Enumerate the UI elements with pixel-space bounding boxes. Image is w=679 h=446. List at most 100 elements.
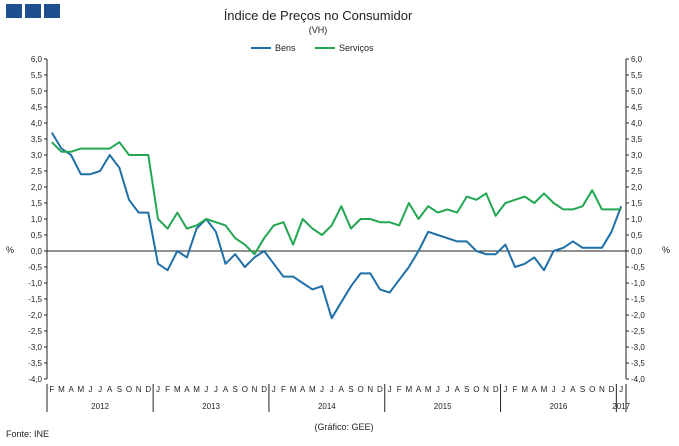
x-month-label: D [609,385,615,394]
y-tick-label-left: -1,0 [28,279,42,288]
x-month-label: A [454,385,460,394]
x-month-label: J [98,385,102,394]
source-note: Fonte: INE [6,429,49,439]
x-year-label: 2015 [434,402,452,411]
x-month-label: N [599,385,605,394]
y-tick-label-left: 1,5 [31,199,43,208]
x-month-label: D [261,385,267,394]
x-month-label: O [589,385,595,394]
x-year-label: 2016 [550,402,568,411]
y-tick-label-right: 5,5 [631,71,643,80]
y-tick-label-left: -3,0 [28,343,42,352]
x-month-label: J [552,385,556,394]
y-tick-label-left: 3,5 [31,135,43,144]
x-month-label: M [174,385,181,394]
x-month-label: F [165,385,170,394]
logo-block-1 [6,4,22,18]
y-tick-label-right: 3,0 [631,151,643,160]
x-year-label: 2014 [318,402,336,411]
y-tick-label-right: 3,5 [631,135,643,144]
x-month-label: J [561,385,565,394]
y-tick-label-left: 4,5 [31,103,43,112]
y-tick-label-right: -1,5 [631,295,645,304]
x-month-label: J [445,385,449,394]
y-tick-label-left: 0,0 [31,247,43,256]
x-month-label: A [68,385,74,394]
x-month-label: M [309,385,316,394]
y-tick-label-left: 2,5 [31,167,43,176]
x-month-label: A [223,385,229,394]
y-tick-label-left: -0,5 [28,263,42,272]
x-month-label: O [358,385,364,394]
x-month-label: M [541,385,548,394]
y-tick-label-left: 3,0 [31,151,43,160]
x-year-label: 2013 [202,402,220,411]
x-month-label: A [339,385,345,394]
y-tick-label-right: 6,0 [631,55,643,64]
y-tick-label-right: -4,0 [631,375,645,384]
y-axis-label-right: % [662,245,670,255]
x-month-label: O [242,385,248,394]
x-month-label: S [464,385,469,394]
x-month-label: A [184,385,190,394]
y-tick-label-left: -1,5 [28,295,42,304]
series-line-servicos [51,141,622,256]
y-tick-label-right: 4,5 [631,103,643,112]
x-month-label: J [214,385,218,394]
chart-subtitle: (VH) [309,25,328,35]
y-tick-label-left: 4,0 [31,119,43,128]
x-month-label: D [493,385,499,394]
x-month-label: J [88,385,92,394]
y-tick-label-right: 5,0 [631,87,643,96]
chart-title: Índice de Preços no Consumidor [224,8,413,23]
y-tick-label-left: 2,0 [31,183,43,192]
x-month-label: S [117,385,122,394]
y-tick-label-left: 5,0 [31,87,43,96]
x-month-label: S [233,385,238,394]
x-month-label: F [281,385,286,394]
x-month-label: J [330,385,334,394]
y-tick-label-right: 4,0 [631,119,643,128]
y-tick-label-left: 1,0 [31,215,43,224]
chart-credit: (Gráfico: GEE) [314,422,373,432]
x-month-label: F [513,385,518,394]
y-tick-label-right: 0,0 [631,247,643,256]
x-month-label: N [252,385,258,394]
y-tick-label-left: -2,0 [28,311,42,320]
logo-block-3 [44,4,60,18]
y-axis-label-left: % [6,245,14,255]
legend-label-bens: Bens [275,43,296,53]
x-month-label: J [272,385,276,394]
series-line-bens [50,132,623,320]
y-tick-label-right: -3,5 [631,359,645,368]
x-month-label: M [425,385,432,394]
x-month-label: M [58,385,65,394]
y-tick-label-left: -2,5 [28,327,42,336]
y-tick-label-right: -3,0 [631,343,645,352]
legend-label-servicos: Serviços [339,43,374,53]
x-month-label: O [126,385,132,394]
y-tick-label-left: 0,5 [31,231,43,240]
y-tick-label-left: 5,5 [31,71,43,80]
y-tick-label-right: -0,5 [631,263,645,272]
x-month-label: M [521,385,528,394]
x-month-label: M [193,385,200,394]
x-month-label: J [503,385,507,394]
logo-block-2 [25,4,41,18]
x-month-label: N [483,385,489,394]
y-tick-label-right: -2,5 [631,327,645,336]
x-month-label: J [436,385,440,394]
y-tick-label-left: -4,0 [28,375,42,384]
x-month-label: A [416,385,422,394]
x-month-label: O [473,385,479,394]
x-month-label: D [145,385,151,394]
y-tick-label-right: 1,5 [631,199,643,208]
x-month-label: N [367,385,373,394]
y-tick-label-left: 6,0 [31,55,43,64]
y-tick-label-right: 1,0 [631,215,643,224]
x-month-label: A [532,385,538,394]
x-month-label: S [580,385,585,394]
y-tick-label-left: -3,5 [28,359,42,368]
y-tick-label-right: 2,0 [631,183,643,192]
